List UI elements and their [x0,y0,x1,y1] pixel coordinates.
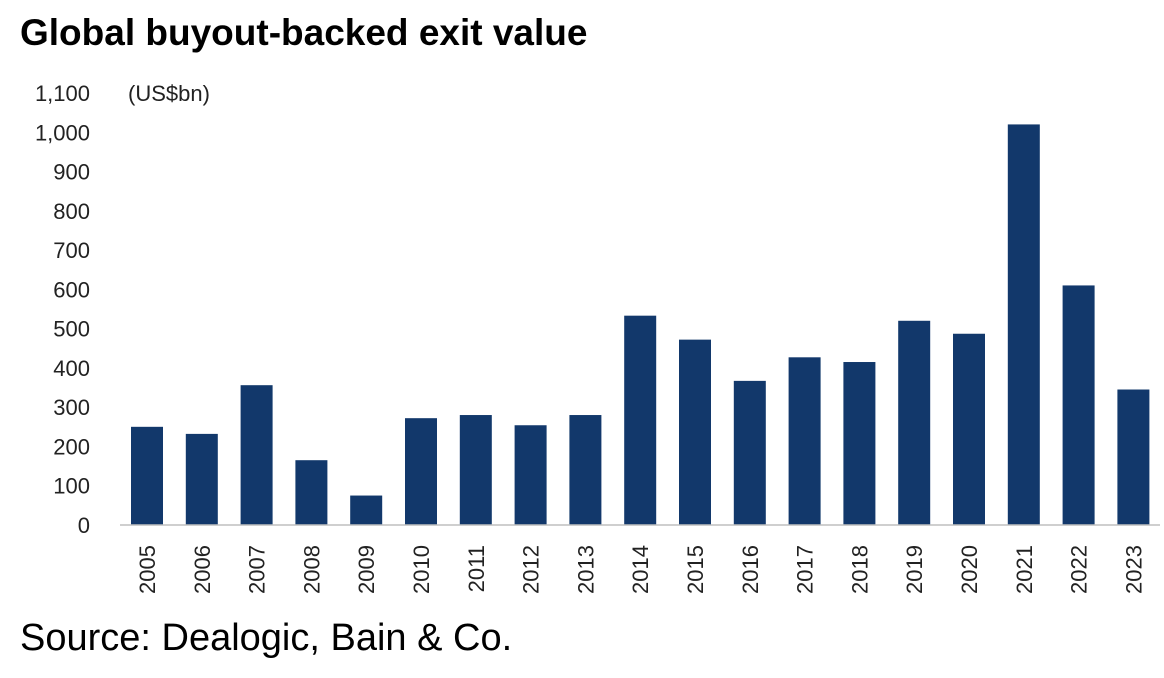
x-tick-label: 2011 [464,545,489,592]
y-tick-label: 400 [53,356,90,381]
x-tick-label: 2010 [409,545,434,594]
y-tick-label: 900 [53,160,90,185]
y-tick-label: 800 [53,199,90,224]
bar-2010 [405,418,437,525]
x-tick-label: 2007 [245,545,270,594]
y-tick-label: 300 [53,395,90,420]
y-tick-label: 500 [53,317,90,342]
x-tick-label: 2022 [1067,545,1092,594]
x-tick-label: 2018 [847,545,872,594]
bar-2019 [898,320,931,525]
bar-2008 [295,460,328,525]
bar-2014 [624,315,657,525]
chart-title: Global buyout-backed exit value [20,12,588,53]
y-tick-label: 200 [53,434,90,459]
x-tick-label: 2008 [299,545,324,594]
y-tick-label: 1,100 [35,81,90,106]
bar-2021 [1007,124,1040,525]
unit-label: (US$bn) [128,81,210,106]
bar-2016 [733,380,766,525]
bar-2022 [1062,285,1095,525]
bar-2012 [514,425,547,525]
y-tick-label: 0 [78,513,90,538]
x-axis-labels: 2005 2006 2007 2008 2009 2010 2011 2012 2013 2014… [135,545,1146,594]
x-tick-label: 2013 [573,545,598,594]
y-tick-label: 1,000 [35,120,90,145]
bar-2011 [459,415,492,525]
x-tick-label: 2017 [793,545,818,594]
bar-2009 [350,495,383,525]
bar-2005 [131,426,163,525]
x-tick-label: 2009 [354,545,379,594]
x-tick-label: 2012 [519,545,544,594]
x-tick-label: 2019 [902,545,927,594]
bar-2020 [953,333,985,525]
y-axis-ticks: 0 100 200 300 400 500 600 700 800 900 1,000 1,100 [35,81,90,538]
y-tick-label: 700 [53,238,90,263]
x-tick-label: 2014 [628,545,653,594]
bar-2007 [240,385,273,525]
bar-2013 [569,415,602,525]
x-tick-label: 2005 [135,545,160,594]
x-tick-label: 2006 [190,545,215,594]
x-tick-label: 2020 [957,545,982,594]
bar-2015 [679,339,711,525]
y-tick-label: 100 [53,474,90,499]
bars [131,124,1150,525]
y-tick-label: 600 [53,277,90,302]
bar-2006 [185,433,218,525]
bar-2017 [788,357,821,525]
x-tick-label: 2016 [738,545,763,594]
bar-2023 [1117,389,1150,525]
source-note: Source: Dealogic, Bain & Co. [20,617,513,659]
x-tick-label: 2021 [1012,545,1037,594]
x-tick-label: 2015 [683,545,708,594]
x-tick-label: 2023 [1121,545,1146,594]
bar-2018 [843,362,876,525]
